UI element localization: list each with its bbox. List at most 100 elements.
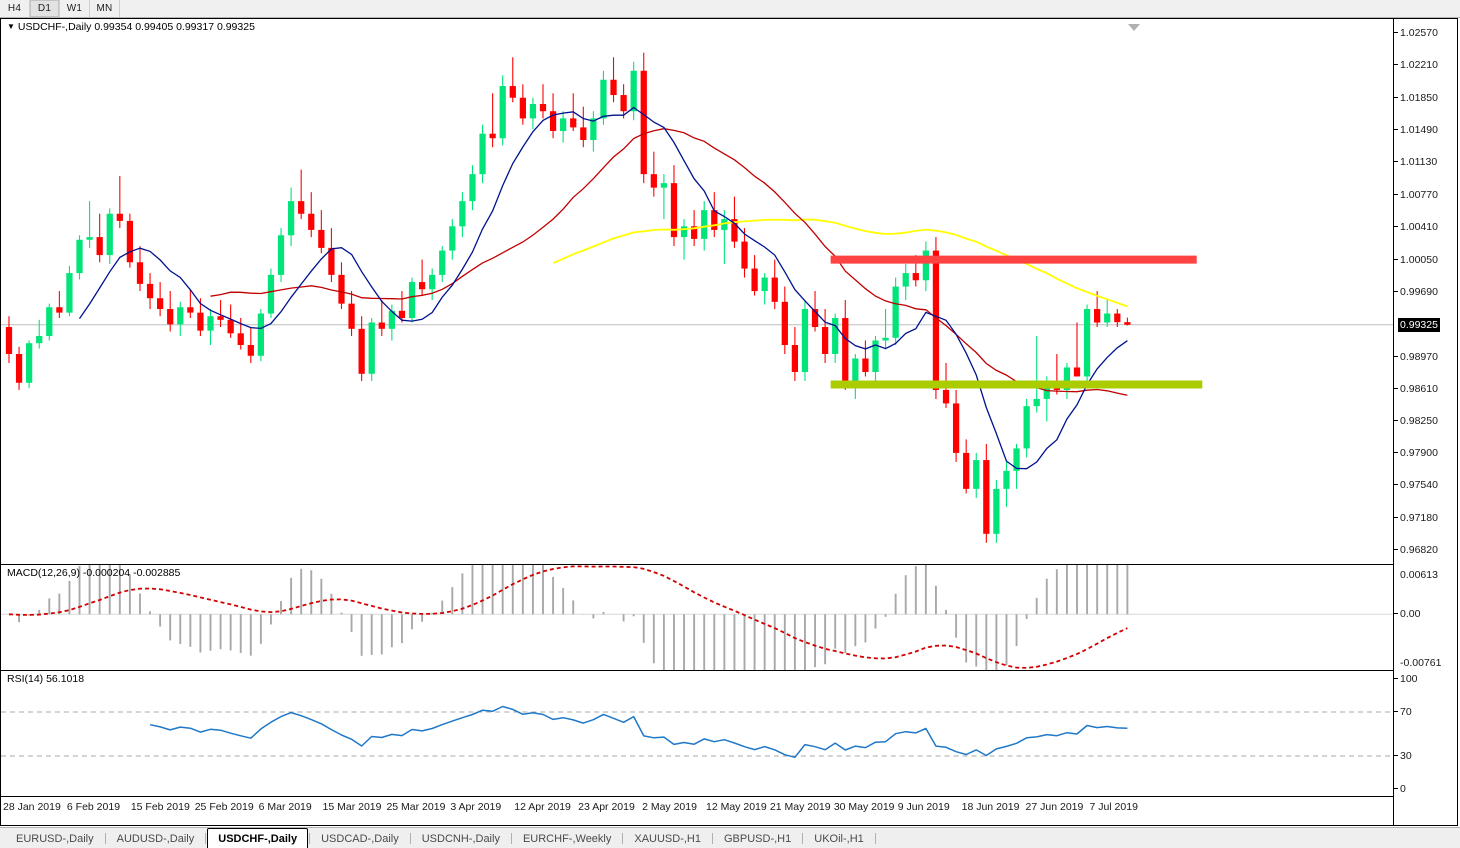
price-tick-label: 0.98250 (1400, 415, 1438, 428)
candle-body (408, 282, 416, 319)
chart-tab-ukoil--h1[interactable]: UKOil-,H1 (804, 830, 874, 848)
candle-body (1033, 398, 1040, 407)
tick-mark (1394, 226, 1398, 228)
candle-body (207, 316, 214, 331)
tick-mark (1394, 451, 1398, 453)
tick-mark (1394, 290, 1398, 292)
collapse-caret-icon[interactable]: ▼ (7, 22, 15, 31)
candle-body (217, 316, 224, 320)
candle-body (721, 219, 728, 230)
tick-mark (1394, 193, 1398, 195)
macd-tick-label: 0.00 (1400, 608, 1421, 621)
candle-body (983, 460, 990, 534)
price-pane-header: ▼ USDCHF-,Daily 0.99354 0.99405 0.99317 0… (7, 21, 255, 33)
candle-body (197, 312, 204, 331)
price-tick: 0.98970 (1394, 351, 1458, 363)
price-tick-label: 1.00050 (1400, 253, 1438, 266)
candle-body (701, 210, 708, 239)
candle-body (791, 345, 799, 372)
chart-tab-usdcad--daily[interactable]: USDCAD-,Daily (311, 830, 409, 848)
rsi-tick-label: 30 (1400, 750, 1412, 762)
price-tick: 0.97900 (1394, 447, 1458, 459)
candle-body (318, 229, 325, 248)
candle-body (56, 307, 63, 313)
chart-tab-bar[interactable]: EURUSD-,Daily AUDUSD-,Daily USDCHF-,Daily U… (0, 827, 1460, 848)
candle-body (378, 322, 385, 329)
candle-body (670, 183, 678, 238)
price-scale[interactable]: 1.02570 1.02210 1.01850 1.01490 1.01130 1.007… (1393, 19, 1457, 825)
chart-tab-audusd--daily[interactable]: AUDUSD-,Daily (107, 830, 205, 848)
candle-body (46, 307, 53, 336)
rsi-pane-header: RSI(14) 56.1018 (7, 673, 85, 685)
candle-body (1094, 309, 1101, 323)
tick-mark (1394, 258, 1398, 260)
tick-mark (1394, 96, 1398, 98)
tick-mark (1394, 711, 1398, 712)
candle-body (942, 389, 950, 404)
candle-body (872, 340, 879, 372)
moving-average-mid-line (210, 128, 1128, 396)
tick-mark (1394, 129, 1398, 131)
macd-pane[interactable]: MACD(12,26,9) -0.000204 -0.002885 (1, 565, 1393, 671)
price-tick: 0.98250 (1394, 415, 1458, 427)
chart-tab-label: EURUSD-,Daily (16, 833, 94, 845)
moving-average-slow-line (552, 218, 1128, 308)
chart-tab-eurusd--daily[interactable]: EURUSD-,Daily (6, 830, 104, 848)
candle-body (549, 111, 557, 131)
rsi-tick: 30 (1394, 750, 1458, 762)
price-tick-label: 0.97540 (1400, 479, 1438, 492)
candle-body (509, 86, 516, 98)
chart-frame[interactable]: ▼ USDCHF-,Daily 0.99354 0.99405 0.99317 0… (0, 18, 1458, 826)
candle-body (237, 333, 244, 345)
price-tick: 0.99690 (1394, 286, 1458, 298)
chart-tab-gbpusd--h1[interactable]: GBPUSD-,H1 (714, 830, 801, 848)
chart-tab-usdcnh--daily[interactable]: USDCNH-,Daily (412, 830, 510, 848)
candle-body (932, 250, 940, 390)
tick-mark (1394, 32, 1398, 33)
candle-body (832, 318, 839, 354)
timeframe-label: W1 (66, 3, 83, 14)
tab-separator (712, 832, 713, 844)
chart-tab-xauusd--h1[interactable]: XAUUSD-,H1 (624, 830, 711, 848)
rsi-tick: 100 (1394, 673, 1458, 685)
price-tick-label: 1.02570 (1400, 27, 1438, 39)
candle-body (1104, 313, 1111, 323)
candle-body (499, 86, 506, 139)
rsi-pane[interactable]: RSI(14) 56.1018 (1, 671, 1393, 797)
candle-body (862, 358, 869, 372)
candle-body (298, 201, 305, 214)
price-tick-label: 1.02210 (1400, 59, 1438, 72)
timeframe-label: MN (96, 3, 113, 14)
date-axis-label: 21 May 2019 (769, 801, 831, 813)
rsi-line (149, 705, 1128, 759)
price-tick: 0.98610 (1394, 383, 1458, 395)
candle-body (570, 118, 577, 128)
price-tick-label: 0.97180 (1400, 511, 1438, 524)
candle-body (519, 97, 526, 119)
price-pane[interactable]: ▼ USDCHF-,Daily 0.99354 0.99405 0.99317 0… (1, 19, 1393, 565)
candle-body (963, 452, 970, 489)
chart-shift-marker-icon[interactable] (1128, 24, 1140, 31)
candle-body (36, 336, 43, 344)
candle-body (1063, 367, 1071, 390)
price-tick-label: 0.98610 (1400, 383, 1438, 396)
price-tick: 1.02210 (1394, 59, 1458, 71)
date-axis-label: 3 Apr 2019 (450, 801, 502, 813)
timeframe-button-d1[interactable]: D1 (30, 0, 60, 17)
candle-body (26, 343, 33, 383)
timeframe-button-h4[interactable]: H4 (0, 0, 30, 17)
candle-body (429, 274, 436, 290)
chart-tab-usdchf--daily[interactable]: USDCHF-,Daily (207, 828, 309, 848)
candle-body (348, 303, 355, 329)
tick-mark (1394, 64, 1398, 66)
candle-body (86, 237, 93, 240)
candle-body (328, 247, 335, 275)
tick-mark (1394, 516, 1398, 518)
timeframe-button-mn[interactable]: MN (90, 0, 120, 17)
rsi-tick-label: 70 (1400, 706, 1412, 718)
chart-tab-eurchf--weekly[interactable]: EURCHF-,Weekly (513, 830, 621, 848)
macd-tick: 0.00 (1394, 608, 1458, 620)
candle-body (529, 104, 537, 119)
candle-body (106, 213, 113, 256)
timeframe-button-w1[interactable]: W1 (60, 0, 90, 17)
